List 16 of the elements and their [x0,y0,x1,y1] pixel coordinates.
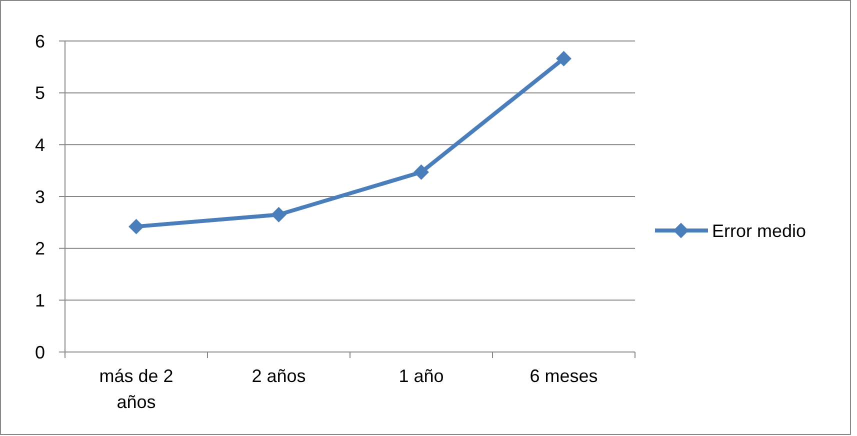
legend-label: Error medio [712,220,806,241]
y-tick-label: 6 [34,31,45,52]
point [414,164,429,180]
x-tick-label: 6 meses [530,366,598,386]
y-tick-label: 3 [34,186,45,207]
y-tick-label: 5 [34,83,45,104]
point [128,219,144,234]
y-tick-label: 4 [34,134,45,155]
y-tick-label: 2 [34,238,45,259]
x-tick-label: 1 año [398,366,444,386]
y-tick-label: 1 [34,290,45,310]
y-tick-label: 0 [34,342,45,362]
x-tick-label: más de 2 años [99,366,174,412]
point [556,51,572,66]
point [271,207,286,222]
x-tick-label: 2 años [252,366,306,386]
